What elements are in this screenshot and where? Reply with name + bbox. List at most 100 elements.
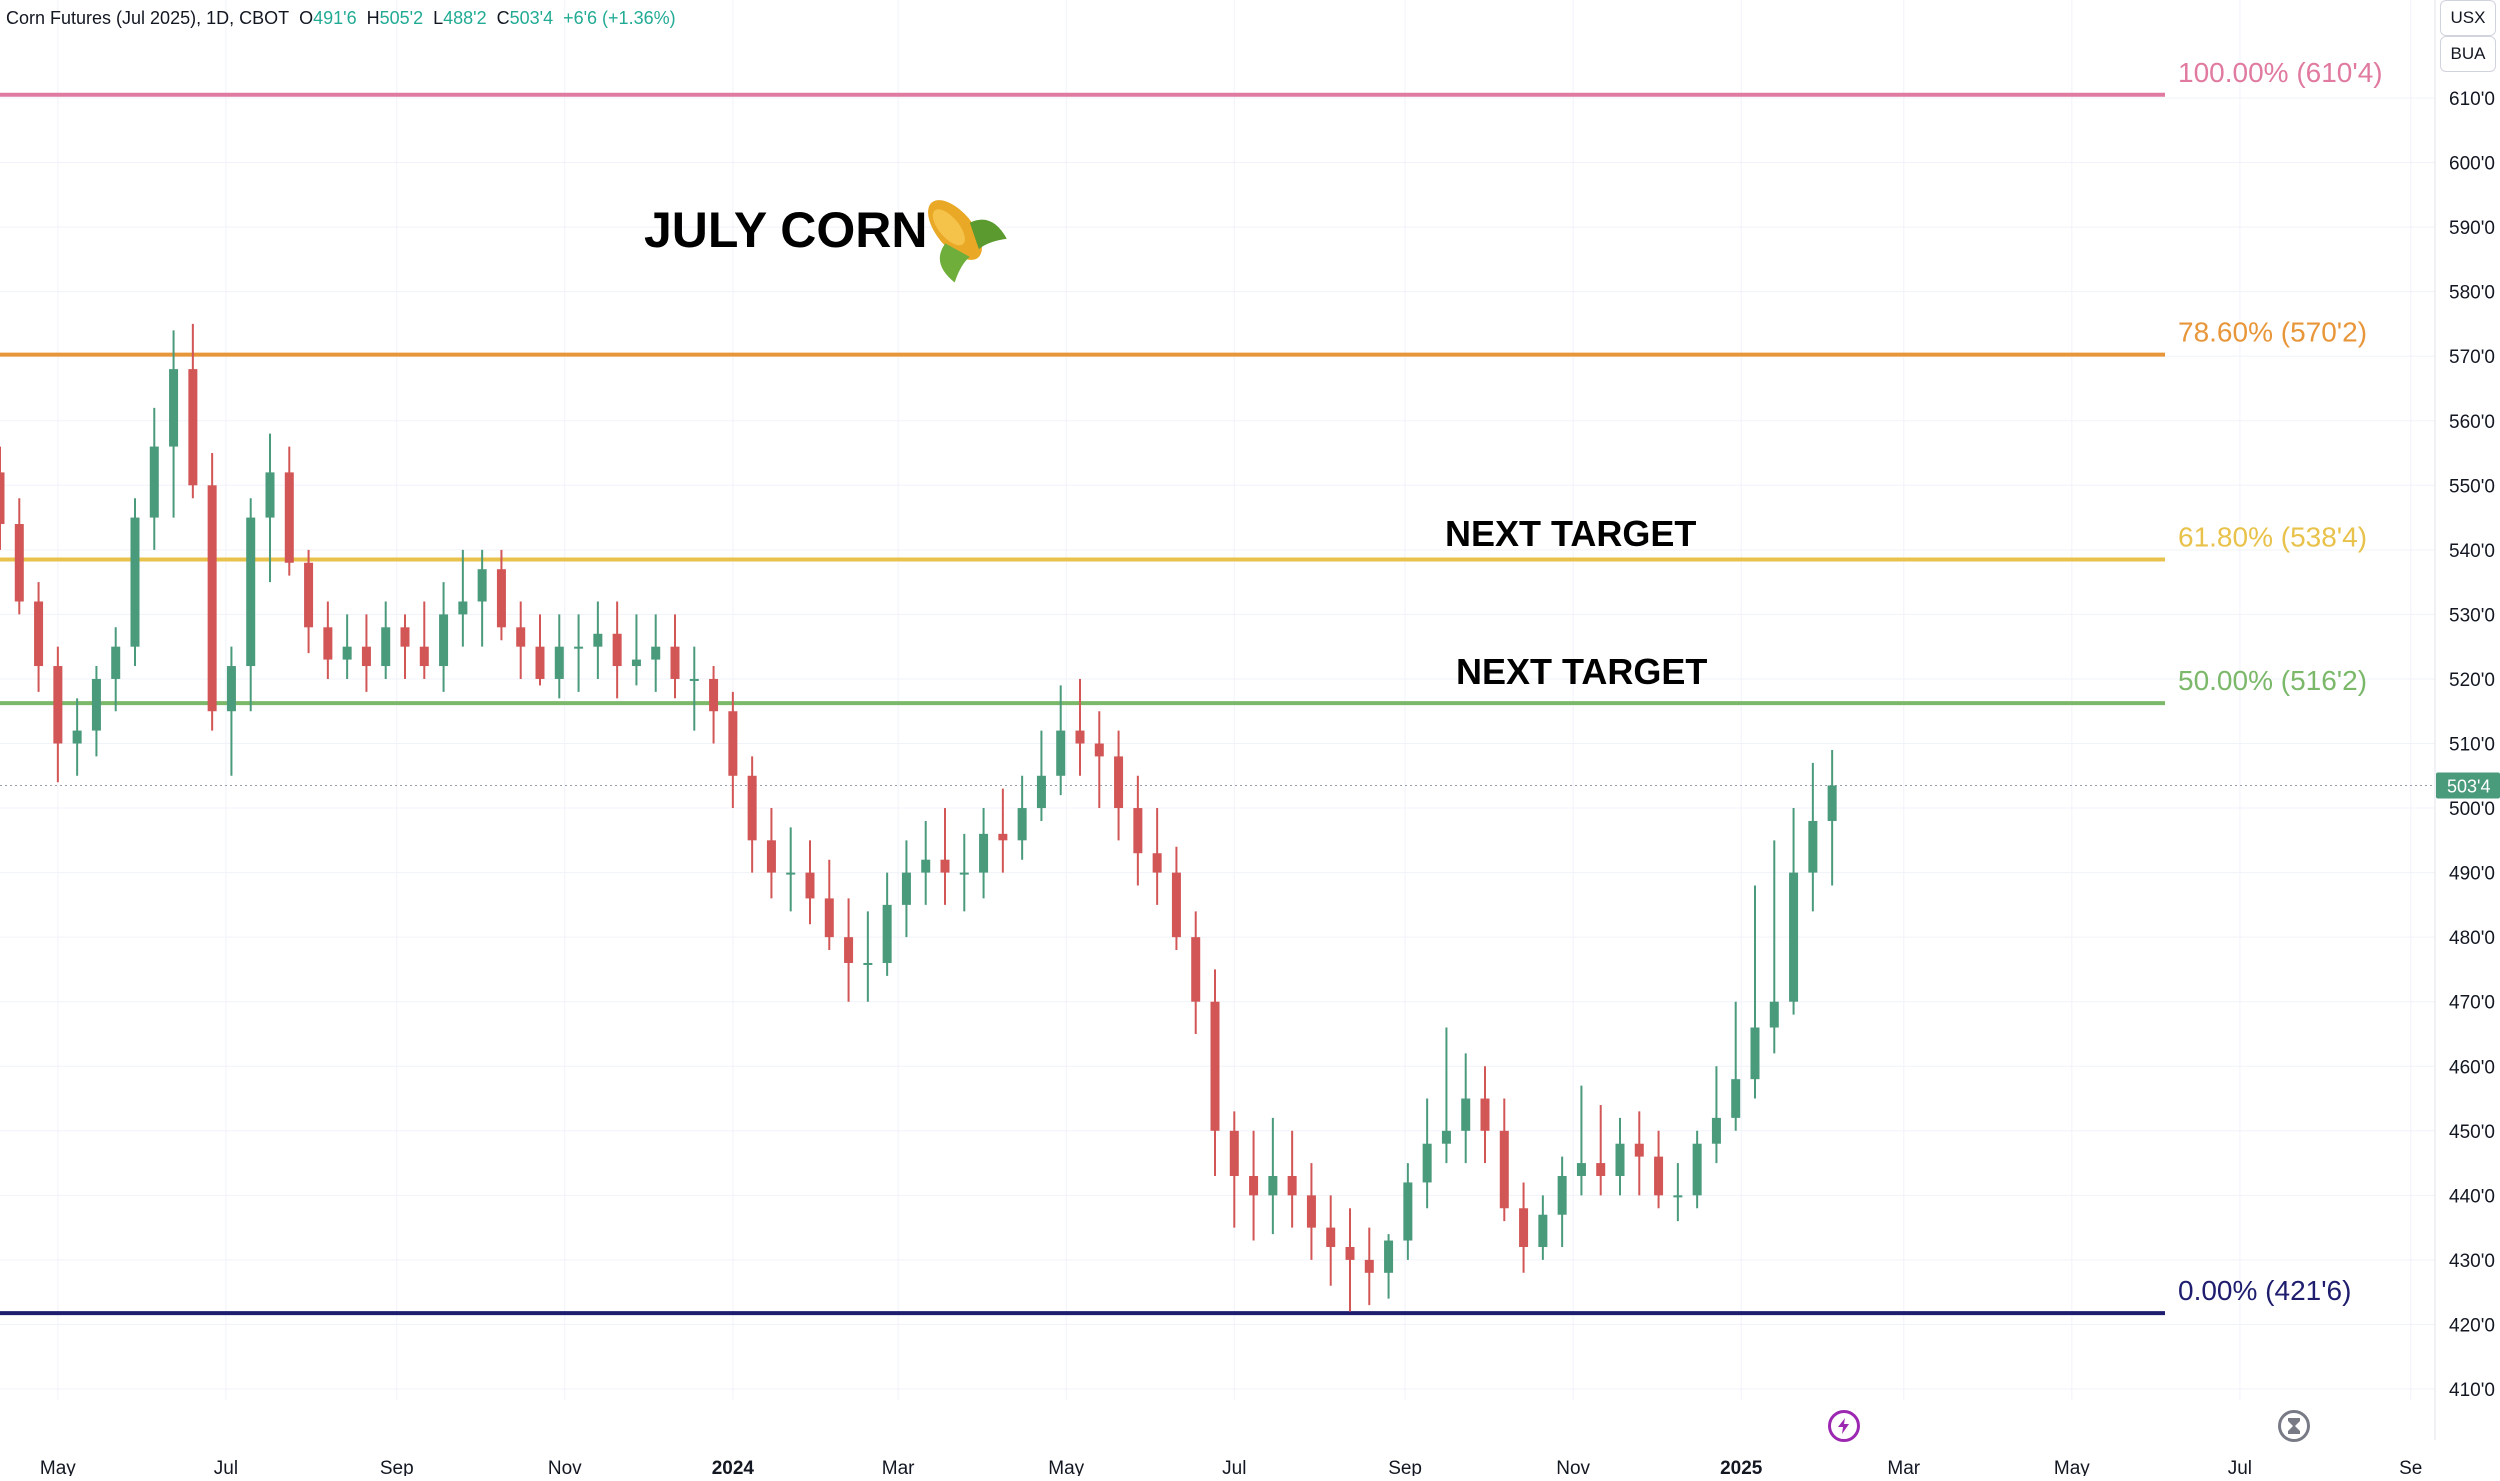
candle[interactable] <box>14 498 24 615</box>
candle[interactable] <box>554 614 564 699</box>
candle[interactable] <box>1017 775 1027 860</box>
candle[interactable] <box>458 549 468 647</box>
candle[interactable] <box>1808 762 1818 912</box>
candle[interactable] <box>979 808 989 899</box>
candle[interactable] <box>1133 775 1143 886</box>
candle[interactable] <box>91 666 101 757</box>
candle[interactable] <box>1268 1117 1278 1235</box>
candle[interactable] <box>1345 1208 1355 1312</box>
candle[interactable] <box>1692 1130 1702 1209</box>
candle[interactable] <box>998 788 1008 873</box>
time-axis[interactable]: May Jul Sep Nov 2024 Mar May Jul Sep Nov 2025 Mar Ma… <box>40 1458 2422 1479</box>
candle[interactable] <box>1364 1227 1374 1306</box>
candle[interactable] <box>651 614 661 692</box>
candle[interactable] <box>53 646 63 783</box>
candle[interactable] <box>670 614 680 699</box>
candle[interactable] <box>1673 1163 1683 1222</box>
candle[interactable] <box>1480 1066 1490 1164</box>
candle[interactable] <box>111 627 121 712</box>
candle[interactable] <box>1557 1156 1567 1247</box>
candle[interactable] <box>188 323 198 499</box>
price-axis[interactable]: 410'0 420'0 430'0 440'0 450'0 460'0 470'0 480'0… <box>2434 0 2495 1440</box>
candle[interactable] <box>1422 1098 1432 1209</box>
candle[interactable] <box>1306 1163 1316 1260</box>
candle[interactable] <box>805 840 815 925</box>
candle[interactable] <box>1171 846 1181 951</box>
candle[interactable] <box>1075 678 1085 776</box>
candle[interactable] <box>1036 730 1046 821</box>
candle[interactable] <box>1287 1130 1297 1228</box>
candle[interactable] <box>1403 1163 1413 1260</box>
candle[interactable] <box>1538 1195 1548 1260</box>
candle[interactable] <box>766 808 776 899</box>
candle[interactable] <box>1056 685 1066 796</box>
candle[interactable] <box>361 614 371 692</box>
candle[interactable] <box>342 614 352 679</box>
candle[interactable] <box>477 549 487 647</box>
candle[interactable] <box>689 646 699 731</box>
candle[interactable] <box>1519 1182 1529 1273</box>
candle[interactable] <box>1114 730 1124 841</box>
hourglass-icon[interactable] <box>2278 1410 2310 1442</box>
candle[interactable] <box>786 827 796 912</box>
candle[interactable] <box>940 808 950 905</box>
candle[interactable] <box>246 498 256 712</box>
candle[interactable] <box>1441 1027 1451 1164</box>
candle[interactable] <box>631 614 641 686</box>
candle[interactable] <box>824 859 834 951</box>
candle[interactable] <box>574 614 584 692</box>
candle[interactable] <box>1615 1117 1625 1196</box>
candle[interactable] <box>226 646 236 776</box>
candle[interactable] <box>400 614 410 679</box>
candle[interactable] <box>149 407 159 550</box>
candle[interactable] <box>863 911 873 1002</box>
candle[interactable] <box>1152 808 1162 905</box>
candle[interactable] <box>1094 711 1104 809</box>
candle[interactable] <box>323 601 333 679</box>
candle[interactable] <box>535 614 545 686</box>
candle[interactable] <box>1210 969 1220 1176</box>
candle[interactable] <box>1769 840 1779 1054</box>
candle[interactable] <box>419 601 429 679</box>
candle[interactable] <box>304 549 314 654</box>
candle[interactable] <box>284 446 294 576</box>
candle[interactable] <box>1750 885 1760 1099</box>
candle[interactable] <box>1326 1195 1336 1286</box>
lightning-icon[interactable] <box>1828 1410 1860 1442</box>
candle[interactable] <box>1789 808 1799 1015</box>
candle[interactable] <box>72 698 82 776</box>
candle[interactable] <box>1711 1066 1721 1164</box>
candle[interactable] <box>1461 1053 1471 1164</box>
candle[interactable] <box>1229 1111 1239 1228</box>
candle[interactable] <box>130 498 140 667</box>
candle[interactable] <box>1249 1130 1259 1241</box>
candle[interactable] <box>1827 749 1837 886</box>
symbol-title[interactable]: Corn Futures (Jul 2025), 1D, CBOT <box>6 7 290 28</box>
candle[interactable] <box>1654 1130 1664 1209</box>
candle[interactable] <box>747 756 757 873</box>
candle[interactable] <box>1634 1111 1644 1196</box>
candle[interactable] <box>612 601 622 699</box>
candle[interactable] <box>728 691 738 809</box>
candle[interactable] <box>207 453 217 731</box>
candle[interactable] <box>709 666 719 744</box>
candle[interactable] <box>1499 1098 1509 1222</box>
candle[interactable] <box>1576 1085 1586 1196</box>
candle[interactable] <box>516 601 526 679</box>
currency-unit-button[interactable]: USX <box>2440 0 2496 36</box>
candle[interactable] <box>593 601 603 679</box>
candle[interactable] <box>959 833 969 912</box>
candle[interactable] <box>265 433 275 583</box>
candle[interactable] <box>1731 1001 1741 1131</box>
measure-unit-button[interactable]: BUA <box>2440 36 2496 72</box>
candle[interactable] <box>34 582 44 692</box>
candle[interactable] <box>496 549 506 641</box>
candle[interactable] <box>0 446 5 550</box>
candle[interactable] <box>901 840 911 938</box>
candle[interactable] <box>1596 1104 1606 1196</box>
candle[interactable] <box>921 820 931 905</box>
candle[interactable] <box>439 582 449 692</box>
candle[interactable] <box>169 330 179 518</box>
candle[interactable] <box>381 601 391 679</box>
